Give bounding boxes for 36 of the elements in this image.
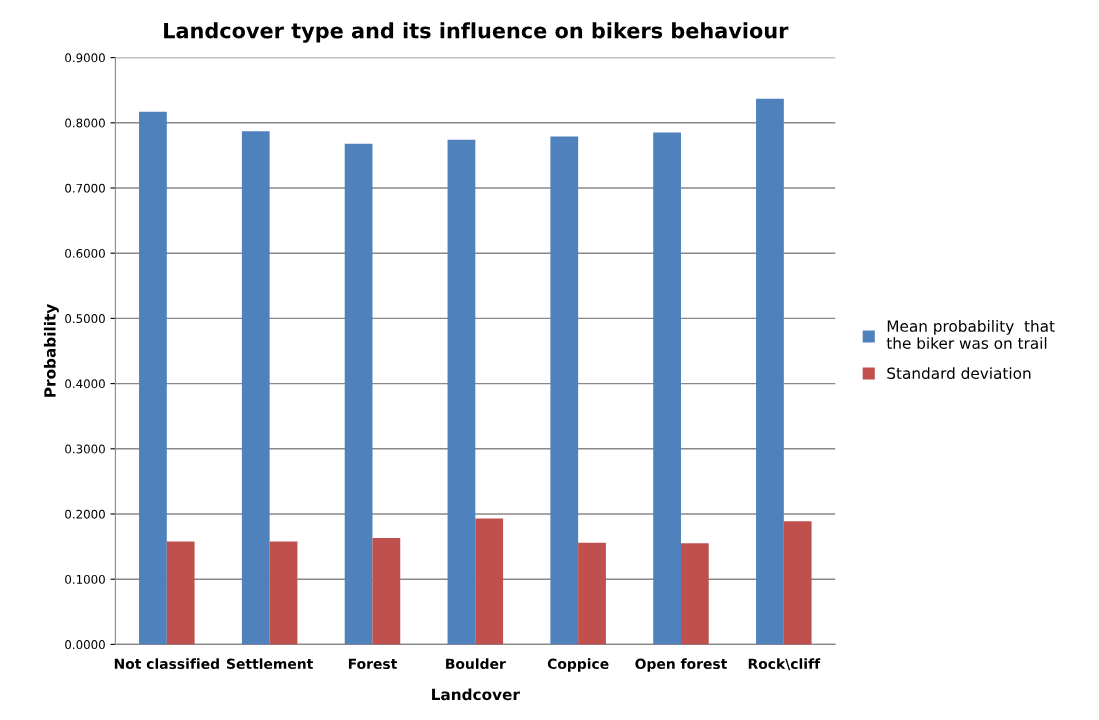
bar	[447, 139, 476, 645]
bar	[550, 136, 579, 645]
chart-title: Landcover type and its influence on bikers behaviour	[164, 22, 789, 43]
x-tick-label: Settlement	[226, 658, 313, 670]
y-tick-label: 0.5000	[65, 314, 105, 324]
bar	[756, 98, 784, 645]
y-tick-label: 0.0000	[65, 640, 105, 650]
bar	[269, 541, 298, 645]
y-axis-title: Probability	[43, 304, 59, 397]
x-tick-label: Forest	[348, 658, 397, 670]
y-tick-label: 0.9000	[65, 53, 105, 63]
bar	[139, 111, 167, 645]
y-tick-label: 0.1000	[65, 574, 105, 584]
bar	[680, 543, 709, 645]
bar	[653, 132, 681, 645]
bar	[578, 542, 606, 645]
x-tick-label: Not classified	[114, 658, 219, 670]
y-tick-label: 0.6000	[65, 248, 105, 258]
x-tick-label: Coppice	[547, 658, 609, 672]
x-axis-title: Landcover	[432, 688, 520, 701]
x-tick-label: Rock\cliff	[748, 658, 821, 671]
x-tick-label: Open forest	[635, 658, 727, 672]
bar	[475, 518, 504, 645]
bar	[344, 143, 373, 645]
bar	[372, 538, 401, 645]
legend-label: Mean probability that the biker was on trail	[886, 320, 1055, 349]
legend-label: Standard deviation	[887, 367, 1031, 380]
y-tick-label: 0.3000	[65, 444, 105, 454]
y-tick-label: 0.7000	[65, 183, 105, 193]
y-tick-label: 0.2000	[65, 509, 105, 519]
x-tick-label: Boulder	[446, 658, 506, 670]
y-tick-label: 0.8000	[65, 118, 105, 128]
bar	[166, 541, 195, 645]
bar	[783, 521, 812, 645]
y-tick-label: 0.4000	[65, 379, 105, 389]
bar	[241, 131, 270, 645]
